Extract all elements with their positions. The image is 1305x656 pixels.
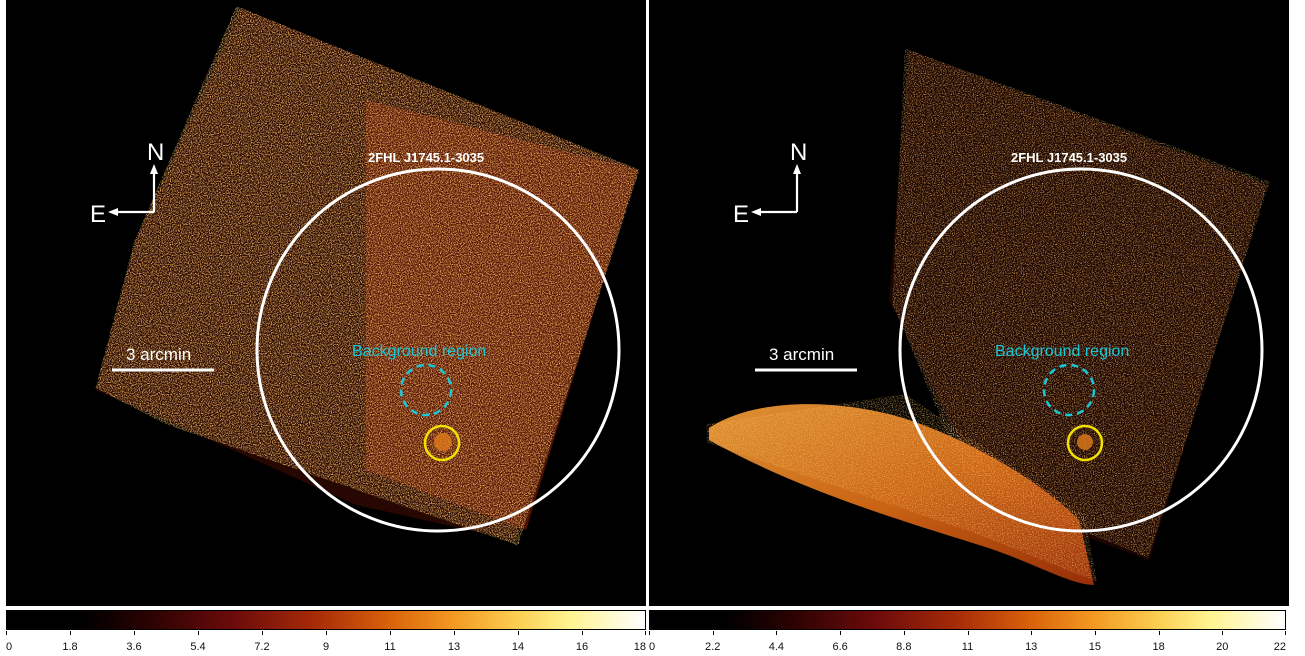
counterpart-glow [1077,434,1093,450]
colorbar-tick-label: 2.2 [705,641,721,653]
colorbar-tick-label: 13 [1025,641,1038,653]
colorbar-tick-mark [6,631,7,635]
colorbar-tick-label: 5.4 [190,641,206,653]
colorbar-tick-label: 11 [961,641,974,653]
colorbar-tick-mark [134,631,135,635]
scale-bar-label: 3 arcmin [126,345,191,364]
colorbar-tick-label: 14 [511,641,525,653]
colorbar-tick-label: 18 [1152,641,1165,653]
colorbar-tick-mark [326,631,327,635]
colorbar-tick-mark [967,631,969,635]
background-region-circle [399,363,453,417]
colorbar-tick-label: 6.6 [832,641,848,653]
compass-east-label: E [733,201,749,228]
colorbar-tick-label: 0 [649,641,656,653]
colorbar-tick-label: 8.8 [896,641,912,653]
source-circle [898,167,1264,533]
colorbar-tick-mark [454,631,455,635]
xray-image-panel-left: N E 3 arcmin 2FHL J1745.1-3035 Backgroun… [6,0,646,606]
compass [108,164,158,216]
counterpart-glow [434,433,452,451]
colorbar-tick-label: 13 [447,641,461,653]
scale-bar-label: 3 arcmin [769,345,834,364]
colorbar-tick-label: 0 [6,641,13,653]
colorbar-tick-label: 4.4 [768,641,785,653]
colorbar-tick-label: 1.8 [62,641,78,653]
colorbar-tick-label: 20 [1216,641,1229,653]
counterpart-circle [1066,424,1104,462]
colorbar-tick-mark [1094,631,1096,635]
colorbar-tick-mark [840,631,842,635]
colorbar-tick-mark [582,631,583,635]
source-circle [255,167,621,533]
colorbar-tick-mark [70,631,71,635]
colorbar-tick-label: 3.6 [126,641,142,653]
colorbar-tick-label: 22 [1273,641,1286,653]
colorbar-tick-mark [1222,631,1224,635]
colorbar-tick-label: 15 [1088,641,1102,653]
colorbar-tick-mark [776,631,778,635]
colorbar-tick-label: 7.2 [254,641,270,653]
background-region-circle [1042,363,1096,417]
background-region-label: Background region [352,343,486,360]
colorbar-tick-mark [649,631,650,635]
colorbar-tick-mark [712,631,714,635]
colorbar-tick-mark [518,631,519,635]
colorbar-tick-mark [1285,631,1286,635]
compass-east-label: E [90,201,106,228]
source-label: 2FHL J1745.1-3035 [368,150,484,165]
source-label: 2FHL J1745.1-3035 [1011,150,1127,165]
colorbar-tick-mark [903,631,905,635]
compass [751,164,801,216]
background-region-label: Background region [995,343,1129,360]
colorbar-left [6,610,646,630]
colorbar-tick-mark [198,631,199,635]
xray-image-left: N E 3 arcmin 2FHL J1745.1-3035 Backgroun… [6,0,646,606]
colorbar-tick-label: 9 [322,641,330,653]
colorbar-right [649,610,1286,630]
compass-north-label: N [790,139,807,166]
colorbar-tick-mark [262,631,263,635]
colorbar-tick-mark [1158,631,1160,635]
counterpart-circle [423,424,461,462]
xray-image-right: N E 3 arcmin 2FHL J1745.1-3035 Backgroun… [649,0,1289,606]
colorbar-tick-label: 11 [384,641,396,653]
xray-image-panel-right: N E 3 arcmin 2FHL J1745.1-3035 Backgroun… [649,0,1289,606]
colorbar-tick-label: 18 [633,641,646,653]
colorbar-ticks-left: 0 1.8 3.6 5.4 7.2 9 11 13 14 16 18 [6,631,646,655]
colorbar-tick-mark [390,631,391,635]
colorbar-tick-mark [645,631,646,635]
colorbar-tick-label: 16 [575,641,589,653]
colorbar-ticks-right: 0 2.2 4.4 6.6 8.8 11 13 15 18 20 22 [649,631,1286,655]
colorbar-tick-mark [1031,631,1033,635]
compass-north-label: N [147,139,164,166]
